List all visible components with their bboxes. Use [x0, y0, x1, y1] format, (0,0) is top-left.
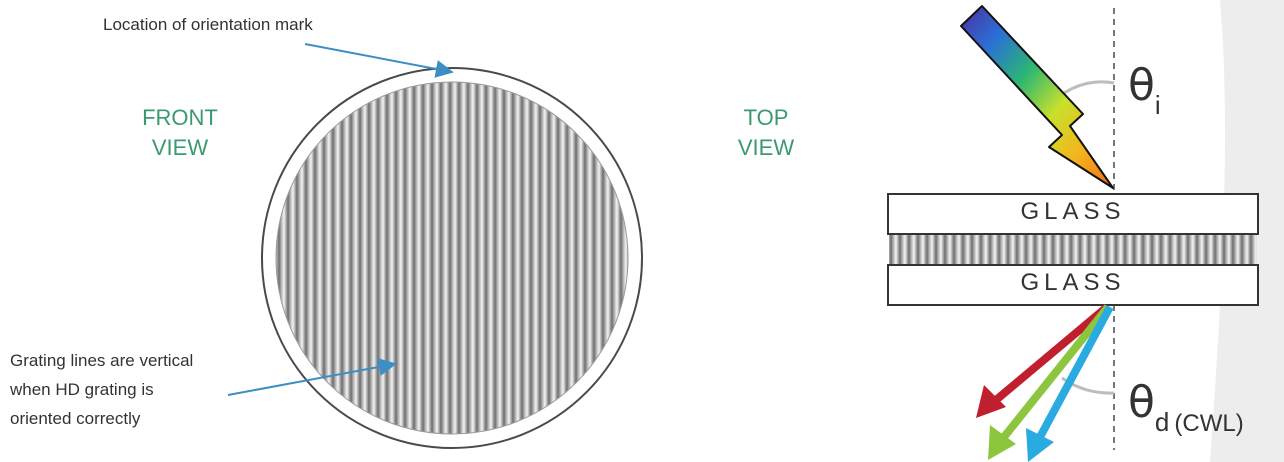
glass-plate-top [887, 193, 1259, 235]
top-view-label: TOP VIEW [706, 103, 826, 163]
glass-top-label: GLASS [1020, 198, 1126, 225]
orientation-mark-pointer [304, 43, 454, 78]
diffraction-angle-label: θd (CWL) [1128, 377, 1244, 437]
top-view-label-line-2: VIEW [737, 135, 795, 160]
front-view-label-line-2: VIEW [151, 135, 209, 160]
front-view-label: FRONT VIEW [120, 103, 240, 163]
front-view-label-line-1: FRONT [142, 105, 218, 130]
incident-light-arrow-icon [960, 5, 1114, 189]
incidence-subscript: i [1154, 90, 1161, 120]
glass-plate-bottom [887, 264, 1259, 306]
diffraction-angle-arc [1061, 376, 1115, 395]
orientation-mark-label: Location of orientation mark [103, 15, 313, 34]
diffracted-ray-arrow-icon [976, 303, 1114, 462]
diffraction-subscript: d [1154, 407, 1170, 437]
grating-lines-label-line-2: when HD grating is [10, 380, 154, 399]
diffraction-theta-symbol: θ [1128, 377, 1155, 428]
incidence-angle-label: θi [1128, 60, 1161, 120]
top-view-label-line-1: TOP [743, 105, 789, 130]
diffraction-suffix: (CWL) [1174, 410, 1244, 437]
grating-lines-label-line-1: Grating lines are vertical [10, 351, 194, 370]
incidence-angle-arc [1059, 80, 1115, 98]
grating-disc [261, 67, 643, 449]
grating-lines-pointer [227, 358, 397, 396]
grating-lines-label-line-3: oriented correctly [10, 409, 141, 428]
glass-bottom-label: GLASS [1020, 269, 1126, 296]
incidence-theta-symbol: θ [1128, 60, 1155, 111]
grating-layer [889, 235, 1257, 265]
